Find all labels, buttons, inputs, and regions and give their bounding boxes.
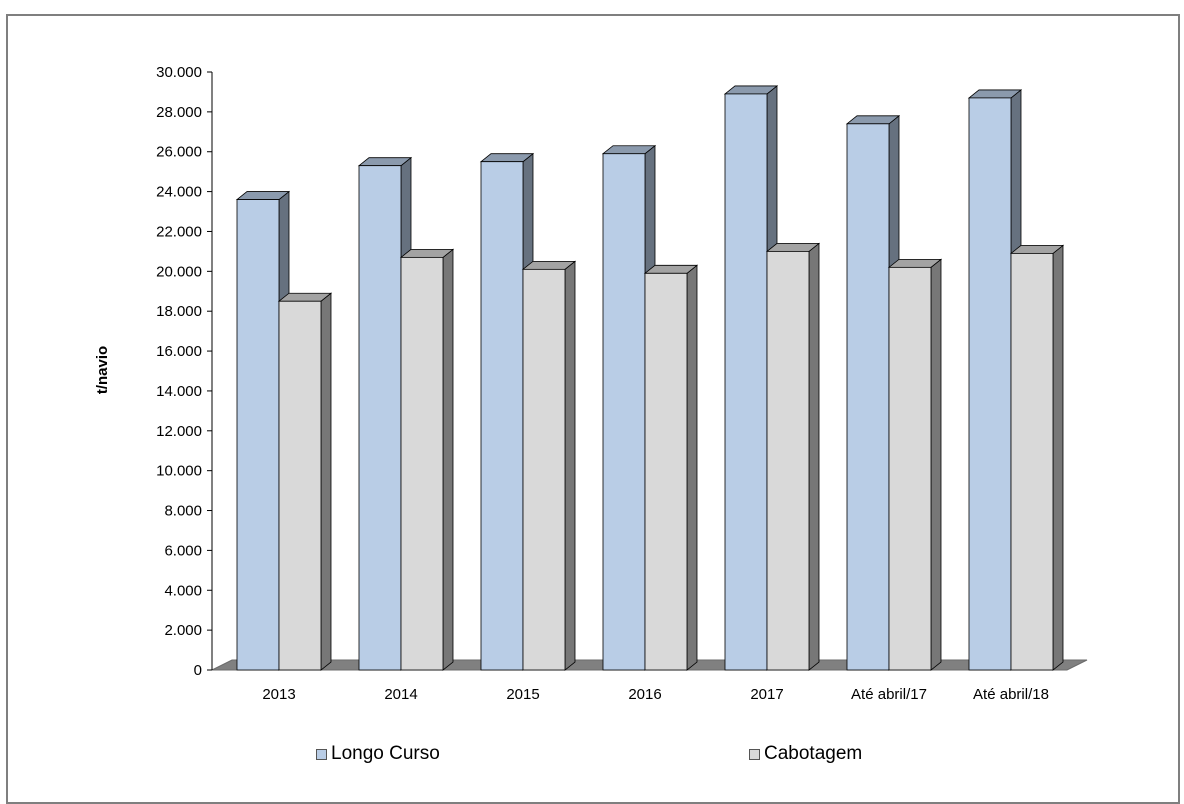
- y-tick-label: 24.000: [156, 184, 202, 201]
- bar-cabotagem: [521, 260, 577, 671]
- y-tick-label: 8.000: [164, 503, 202, 520]
- y-tick-label: 26.000: [156, 144, 202, 161]
- y-tick-label: 4.000: [164, 582, 202, 599]
- x-tick-label: Até abril/17: [851, 686, 927, 703]
- legend-item-cabotagem: Cabotagem: [749, 743, 862, 765]
- x-tick-label: 2013: [262, 686, 295, 703]
- x-tick-label: 2017: [750, 686, 783, 703]
- x-tick-label: 2015: [506, 686, 539, 703]
- y-tick-label: 6.000: [164, 542, 202, 559]
- y-tick-label: 10.000: [156, 463, 202, 480]
- legend-label-longo-curso: Longo Curso: [331, 743, 440, 764]
- bar-chart: 0 2.000 4.000 6.000 8.000 10.000 12.000 14.000 1…: [94, 64, 1088, 703]
- bar-cabotagem: [399, 248, 455, 671]
- y-tick-label: 2.000: [164, 622, 202, 639]
- y-tick-label: 16.000: [156, 343, 202, 360]
- y-tick-label: 28.000: [156, 104, 202, 121]
- y-axis: 0 2.000 4.000 6.000 8.000 10.000 12.000 14.000 1…: [156, 64, 213, 679]
- x-tick-label: Até abril/18: [973, 686, 1049, 703]
- y-tick-label: 18.000: [156, 303, 202, 320]
- x-tick-label: 2016: [628, 686, 661, 703]
- y-tick-label: 20.000: [156, 263, 202, 280]
- x-tick-labels: 2013 2014 2015 2016 2017 Até abril/17 Até abri…: [262, 686, 1049, 703]
- bar-longo-curso: [723, 85, 779, 671]
- legend-label-cabotagem: Cabotagem: [764, 743, 863, 764]
- legend-item-longo-curso: Longo Curso: [316, 743, 440, 765]
- y-axis-label: t/navio: [94, 346, 111, 394]
- bar-cabotagem: [643, 264, 699, 671]
- y-tick-label: 0: [194, 662, 202, 679]
- legend-swatch-longo-curso: [316, 748, 327, 760]
- bar-cabotagem: [1009, 244, 1065, 671]
- bar-cabotagem: [765, 242, 821, 671]
- y-tick-label: 14.000: [156, 383, 202, 400]
- bar-cabotagem: [887, 258, 943, 671]
- legend-swatch-cabotagem: [749, 748, 760, 760]
- x-tick-label: 2014: [384, 686, 417, 703]
- y-tick-label: 30.000: [156, 64, 202, 81]
- bar-cabotagem: [277, 292, 333, 671]
- bars: [235, 85, 1065, 671]
- y-tick-label: 12.000: [156, 423, 202, 440]
- y-tick-label: 22.000: [156, 223, 202, 240]
